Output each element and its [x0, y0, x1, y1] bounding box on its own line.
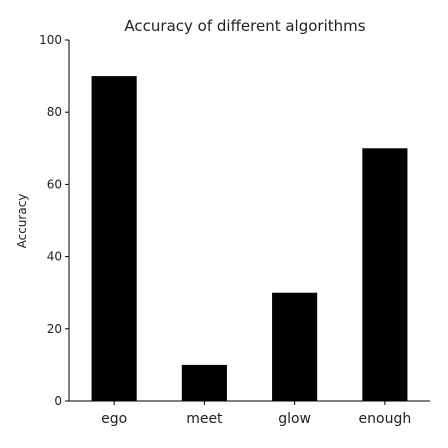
- x-tick-label: ego: [101, 411, 127, 427]
- x-tick-label: enough: [359, 411, 412, 427]
- x-tick-label: meet: [186, 411, 223, 427]
- y-tick-label: 80: [47, 105, 62, 119]
- bars: [91, 76, 408, 401]
- bar-meet: [181, 364, 227, 401]
- bar-enough: [362, 148, 408, 401]
- y-tick-label: 0: [54, 394, 62, 408]
- x-axis: ego meet glow enough: [101, 401, 411, 427]
- y-tick-label: 100: [39, 33, 62, 47]
- bar-glow: [272, 292, 318, 401]
- y-tick-label: 20: [47, 322, 62, 336]
- x-tick-label: glow: [278, 411, 311, 427]
- y-axis: 0 20 40 60 80 100: [39, 33, 69, 408]
- bar-ego: [91, 76, 137, 401]
- chart-title: Accuracy of different algorithms: [124, 17, 365, 35]
- y-axis-label: Accuracy: [15, 194, 29, 249]
- y-tick-label: 60: [47, 177, 62, 191]
- y-tick-label: 40: [47, 250, 62, 264]
